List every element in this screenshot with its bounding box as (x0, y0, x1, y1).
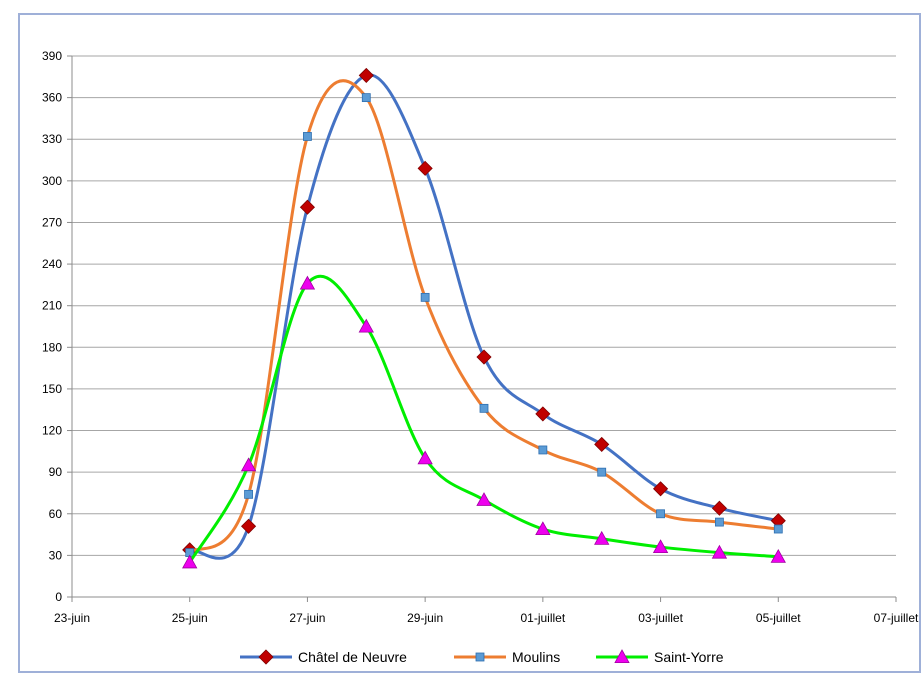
data-point (535, 406, 551, 422)
data-point (597, 467, 607, 477)
data-point (476, 492, 492, 506)
y-tick-label: 270 (42, 215, 62, 229)
legend-marker (475, 652, 485, 662)
legend-item-2: Saint-Yorre (596, 649, 724, 665)
data-point (358, 318, 374, 333)
gridlines (72, 55, 896, 556)
y-tick-label: 90 (49, 465, 63, 479)
data-point (476, 349, 492, 365)
data-point (299, 199, 315, 215)
data-point (715, 517, 724, 527)
data-point (594, 436, 610, 452)
y-tick-labels: 0 30 60 90 120 150 180 210 240 270 300 330 360 390 (42, 49, 62, 604)
x-tick-label: 23-juin (54, 611, 90, 625)
series-2 (182, 274, 786, 569)
y-tick-label: 360 (42, 91, 62, 105)
data-point (479, 403, 489, 413)
series-line (188, 79, 779, 554)
legend-marker (614, 649, 630, 663)
data-point (240, 457, 257, 472)
y-tick-label: 210 (42, 299, 62, 313)
x-tick-label: 25-juin (172, 611, 208, 625)
x-tick-label: 05-juillet (756, 611, 801, 625)
x-tick-label: 01-juillet (521, 611, 566, 625)
y-tick-label: 120 (42, 424, 62, 438)
legend-label: Saint-Yorre (654, 649, 724, 665)
data-point (303, 132, 312, 141)
data-point (358, 67, 374, 83)
y-tick-label: 30 (49, 548, 63, 562)
data-point (594, 530, 610, 545)
data-point (420, 292, 430, 302)
legend-item-1: Moulins (454, 649, 560, 665)
data-point (244, 489, 253, 499)
series-group (182, 67, 786, 569)
axes (67, 55, 897, 602)
data-point (417, 160, 433, 176)
series-line (189, 73, 779, 560)
x-tick-label: 03-juillet (638, 611, 683, 625)
data-point (299, 275, 316, 290)
legend-item-0: Châtel de Neuvre (240, 649, 407, 665)
legend: Châtel de Neuvre Moulins Saint-Yorre (240, 649, 724, 665)
y-tick-label: 150 (42, 382, 62, 396)
x-tick-labels: 23-juin 25-juin 27-juin 29-juin 01-juillet 03… (54, 611, 919, 625)
data-point (535, 521, 551, 536)
legend-label: Moulins (512, 649, 560, 665)
data-point (241, 518, 257, 534)
y-tick-label: 180 (42, 340, 62, 354)
y-tick-label: 60 (49, 507, 63, 521)
y-tick-label: 300 (42, 174, 62, 188)
data-point (652, 539, 669, 554)
series-1 (185, 79, 783, 558)
y-tick-label: 330 (42, 132, 62, 146)
chart-frame (18, 13, 921, 673)
data-point (417, 450, 433, 465)
data-point (656, 509, 665, 519)
legend-label: Châtel de Neuvre (298, 649, 407, 665)
y-tick-label: 240 (42, 257, 62, 271)
data-point (711, 500, 727, 516)
y-tick-label: 0 (55, 590, 62, 604)
y-tick-label: 390 (42, 49, 62, 63)
x-tick-label: 07-juillet (874, 611, 919, 625)
x-tick-label: 27-juin (289, 611, 325, 625)
data-point (711, 544, 728, 559)
data-point (538, 445, 548, 455)
data-point (653, 481, 669, 497)
data-point (773, 524, 783, 534)
data-point (182, 554, 198, 569)
series-0 (182, 67, 786, 560)
data-point (770, 548, 786, 563)
data-point (361, 93, 371, 103)
legend-marker (258, 649, 274, 665)
x-tick-label: 29-juin (407, 611, 443, 625)
